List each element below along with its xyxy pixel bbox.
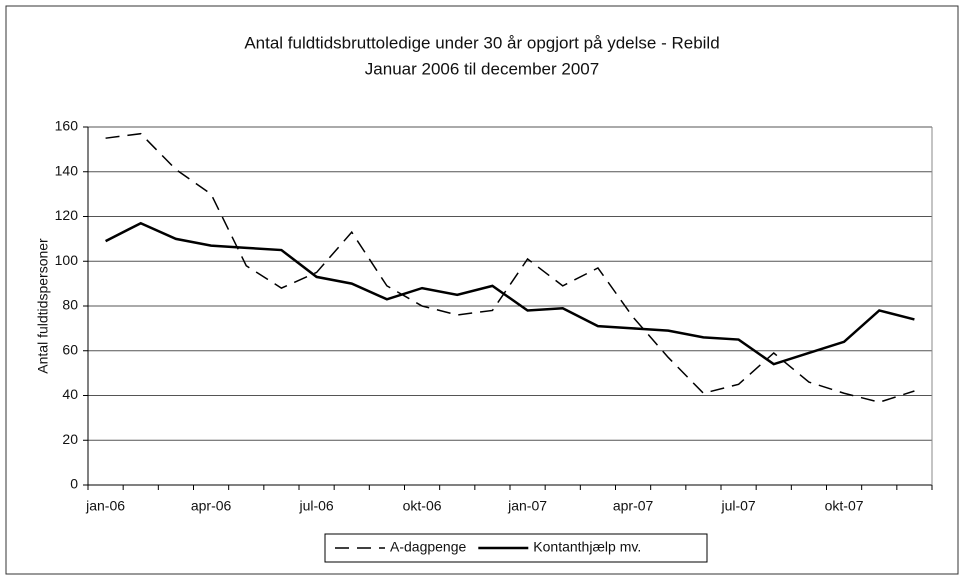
chart-title: Antal fuldtidsbruttoledige under 30 år o… — [244, 33, 719, 52]
legend-label: Kontanthjælp mv. — [533, 539, 641, 555]
chart-subtitle: Januar 2006 til december 2007 — [365, 59, 599, 78]
x-tick-label: apr-07 — [613, 498, 654, 514]
x-tick-label: jul-07 — [720, 498, 755, 514]
y-tick-label: 0 — [70, 476, 78, 492]
x-tick-label: jan-06 — [85, 498, 125, 514]
y-tick-label: 120 — [55, 207, 79, 223]
y-axis-label: Antal fuldtidspersoner — [35, 238, 51, 374]
y-tick-label: 100 — [55, 252, 79, 268]
y-tick-label: 20 — [62, 431, 78, 447]
series-line — [105, 221, 915, 366]
chart-border — [5, 5, 959, 575]
x-tick-label: apr-06 — [191, 498, 232, 514]
x-tick-label: okt-06 — [403, 498, 442, 514]
y-tick-label: 40 — [62, 386, 78, 402]
x-tick-label: jul-06 — [298, 498, 333, 514]
x-tick-label: okt-07 — [825, 498, 864, 514]
y-tick-label: 60 — [62, 341, 78, 357]
y-tick-label: 160 — [55, 118, 79, 134]
y-tick-label: 80 — [62, 297, 78, 313]
y-tick-label: 140 — [55, 162, 79, 178]
legend-label: A-dagpenge — [390, 539, 467, 555]
x-tick-label: jan-07 — [507, 498, 547, 514]
